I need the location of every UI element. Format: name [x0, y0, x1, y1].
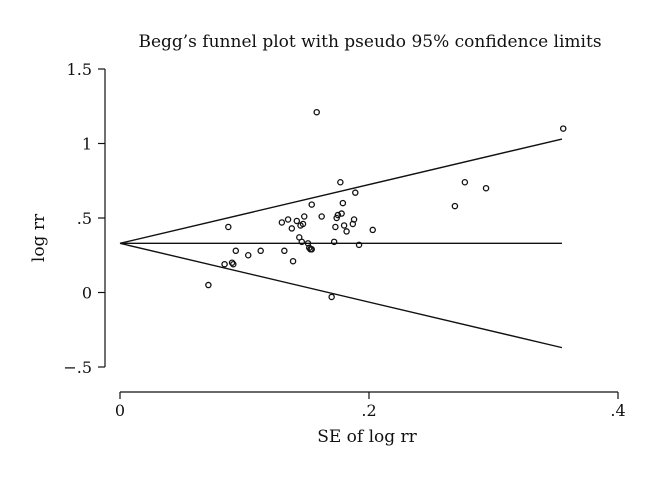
- data-point: [278, 219, 286, 226]
- data-point: [343, 228, 350, 235]
- data-point: [337, 178, 344, 186]
- data-point: [369, 226, 376, 234]
- y-tick-label: .5: [77, 209, 92, 228]
- data-point: [228, 259, 236, 266]
- data-point: [281, 247, 288, 255]
- data-point: [318, 213, 325, 220]
- data-point: [328, 293, 335, 301]
- data-point: [244, 251, 252, 259]
- lower-confidence-limit: [119, 242, 563, 349]
- data-point: [352, 189, 359, 196]
- data-point: [461, 178, 469, 186]
- y-tick-label: 1.5: [67, 60, 92, 79]
- data-point: [301, 213, 308, 220]
- data-point: [451, 202, 459, 210]
- data-point: [293, 217, 301, 225]
- data-point: [340, 222, 348, 229]
- data-point: [299, 220, 307, 228]
- data-point: [221, 260, 228, 268]
- data-point: [330, 238, 338, 246]
- data-point: [298, 238, 306, 246]
- data-point: [284, 216, 292, 223]
- y-tick-label: 0: [82, 284, 92, 303]
- data-point: [288, 225, 296, 232]
- data-point: [559, 125, 567, 132]
- reference-lines: [119, 138, 563, 349]
- data-points: [205, 108, 567, 301]
- y-axis: −.5 0 .5 1 1.5: [63, 60, 106, 377]
- chart-title: Begg’s funnel plot with pseudo 95% confi…: [138, 32, 601, 52]
- data-point: [308, 201, 315, 208]
- y-tick-label: −.5: [63, 358, 92, 377]
- x-tick-label: .4: [610, 401, 625, 420]
- data-point: [332, 223, 339, 231]
- data-point: [339, 199, 347, 207]
- data-point: [333, 214, 340, 222]
- data-point: [482, 184, 490, 192]
- data-point: [350, 216, 358, 223]
- upper-confidence-limit: [119, 138, 563, 245]
- data-point: [313, 108, 320, 116]
- y-tick-label: 1: [82, 135, 92, 154]
- data-point: [230, 260, 237, 268]
- x-axis-label: SE of log rr: [317, 427, 417, 447]
- data-point: [257, 247, 264, 255]
- data-point: [289, 257, 297, 265]
- data-point: [308, 246, 315, 253]
- data-point: [338, 210, 345, 217]
- x-axis: 0 .2 .4: [115, 391, 626, 420]
- data-point: [334, 211, 342, 219]
- data-point: [225, 223, 232, 231]
- x-tick-label: 0: [115, 401, 125, 420]
- data-point: [355, 241, 363, 249]
- x-tick-label: .2: [361, 401, 376, 420]
- data-point: [232, 247, 240, 255]
- y-axis-label: log rr: [29, 213, 49, 262]
- data-point: [205, 281, 212, 289]
